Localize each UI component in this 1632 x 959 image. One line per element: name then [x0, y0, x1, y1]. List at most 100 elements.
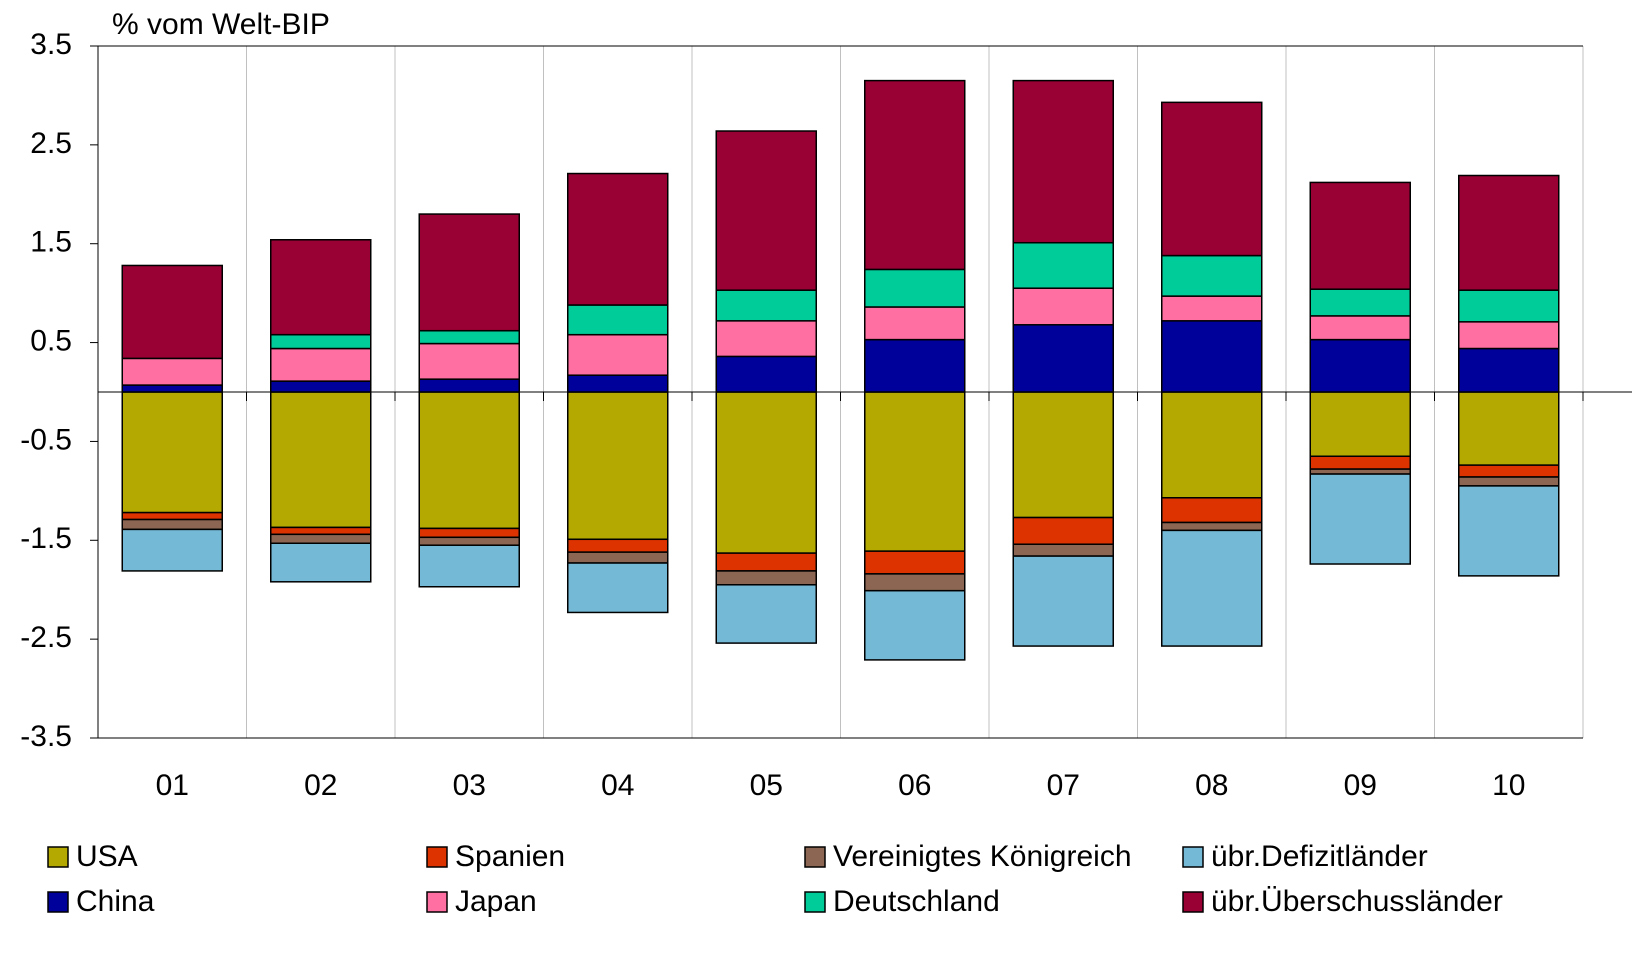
- bar-segment: [1458, 476, 1560, 487]
- bar-segment: [567, 551, 669, 564]
- legend-swatch: [1182, 846, 1204, 868]
- bar-segment: [1161, 320, 1263, 393]
- x-tick-label: 05: [750, 769, 783, 802]
- bar-segment: [567, 172, 669, 306]
- bar-segment: [1458, 391, 1560, 466]
- bar-segment: [418, 329, 520, 345]
- legend-label: Deutschland: [833, 885, 1000, 918]
- bar-segment: [1161, 529, 1263, 647]
- bar-segment: [715, 570, 817, 586]
- y-axis-label: % vom Welt-BIP: [112, 8, 330, 41]
- bar-segment: [864, 79, 966, 271]
- bar-segment: [1458, 347, 1560, 393]
- bar-segment: [418, 378, 520, 393]
- bar-segment: [418, 544, 520, 588]
- bar-segment: [567, 304, 669, 336]
- bar-segment: [121, 391, 223, 514]
- bar-segment: [567, 562, 669, 614]
- bar-segment: [1458, 174, 1560, 291]
- bar-segment: [715, 320, 817, 358]
- bar-segment: [270, 533, 372, 545]
- legend-swatch: [47, 891, 69, 913]
- bar-segment: [1161, 101, 1263, 257]
- bar-segment: [121, 384, 223, 393]
- legend-label: USA: [76, 840, 138, 873]
- legend-swatch: [804, 891, 826, 913]
- bar-segment: [1161, 521, 1263, 532]
- bar-segment: [418, 391, 520, 530]
- legend-swatch: [426, 846, 448, 868]
- bar-segment: [270, 333, 372, 350]
- bar-segment: [1161, 254, 1263, 297]
- bar-segment: [121, 264, 223, 360]
- bar-segment: [418, 536, 520, 546]
- bar-segment: [121, 357, 223, 386]
- legend-label: übr.Überschussländer: [1211, 885, 1503, 918]
- bar-segment: [1309, 315, 1411, 341]
- bar-segment: [1458, 321, 1560, 350]
- bar-segment: [1012, 516, 1114, 545]
- bar-segment: [1012, 241, 1114, 289]
- legend-swatch: [426, 891, 448, 913]
- bar-segment: [567, 538, 669, 553]
- bar-segment: [1458, 464, 1560, 478]
- bar-segment: [121, 518, 223, 531]
- bar-segment: [715, 289, 817, 322]
- bar-segment: [864, 573, 966, 592]
- bar-segment: [1309, 338, 1411, 393]
- y-tick-label: 0.5: [30, 324, 72, 357]
- legend-swatch: [1182, 891, 1204, 913]
- legend-swatch: [804, 846, 826, 868]
- x-tick-label: 07: [1047, 769, 1080, 802]
- bar-segment: [418, 342, 520, 380]
- x-tick-label: 09: [1344, 769, 1377, 802]
- bar-segment: [715, 355, 817, 393]
- bar-segment: [270, 391, 372, 529]
- bar-segment: [715, 391, 817, 554]
- legend-label: Vereinigtes Königreich: [833, 840, 1132, 873]
- bar-segment: [715, 552, 817, 572]
- legend-label: Japan: [455, 885, 537, 918]
- bar-segment: [1161, 295, 1263, 322]
- bar-segment: [864, 391, 966, 552]
- x-tick-label: 02: [304, 769, 337, 802]
- bar-segment: [270, 239, 372, 336]
- bar-segment: [270, 526, 372, 536]
- bar-segment: [864, 268, 966, 308]
- bar-segment: [1458, 485, 1560, 577]
- y-tick-label: -2.5: [20, 621, 72, 654]
- bar-segment: [864, 550, 966, 575]
- bar-segment: [1161, 391, 1263, 499]
- y-tick-label: 3.5: [30, 28, 72, 61]
- bar-segment: [567, 333, 669, 376]
- bar-segment: [1309, 473, 1411, 565]
- bar-segment: [1161, 497, 1263, 524]
- x-tick-label: 08: [1195, 769, 1228, 802]
- bar-segment: [864, 338, 966, 393]
- bar-segment: [567, 374, 669, 393]
- bar-segment: [715, 584, 817, 644]
- bar-segment: [1012, 287, 1114, 326]
- bar-segment: [1012, 391, 1114, 519]
- bar-segment: [567, 391, 669, 541]
- x-tick-label: 03: [453, 769, 486, 802]
- bar-segment: [1309, 391, 1411, 458]
- y-tick-label: -0.5: [20, 423, 72, 456]
- bar-segment: [1012, 324, 1114, 393]
- bar-segment: [270, 347, 372, 382]
- x-tick-label: 04: [601, 769, 634, 802]
- bar-segment: [864, 589, 966, 661]
- legend-label: Spanien: [455, 840, 565, 873]
- y-tick-label: -1.5: [20, 522, 72, 555]
- y-tick-label: -3.5: [20, 720, 72, 753]
- legend-label: übr.Defizitländer: [1211, 840, 1428, 873]
- bar-segment: [1309, 288, 1411, 317]
- bar-segment: [1012, 555, 1114, 647]
- legend-swatch: [47, 846, 69, 868]
- bar-segment: [1309, 455, 1411, 470]
- x-tick-label: 01: [156, 769, 189, 802]
- bar-segment: [1012, 79, 1114, 244]
- bar-segment: [418, 527, 520, 539]
- bar-segment: [270, 542, 372, 583]
